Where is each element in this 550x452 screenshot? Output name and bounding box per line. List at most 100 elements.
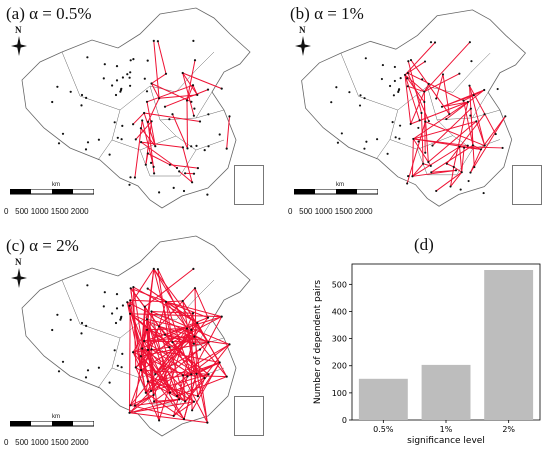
station-dot [452,165,455,169]
dependence-edge [190,316,223,375]
inset-south-china-sea-c [234,396,264,436]
dependence-edge [135,120,152,140]
station-dot [496,87,499,91]
station-dot [128,76,131,79]
north-arrow-icon: N [8,25,30,58]
dependence-edge [132,287,149,382]
station-dot [220,315,223,318]
station-dot [168,118,171,121]
dependence-edge [159,94,198,99]
province-boundary [97,367,113,389]
station-dot [153,400,156,403]
station-dot [140,141,143,144]
station-dot [359,94,362,97]
panel-b: (b) α = 1% N km 0 500 1000 1500 2000 [280,0,550,225]
station-dot [97,138,100,141]
dependence-edge [151,73,167,84]
country-outline [21,235,251,437]
y-tick-label: 0 [342,416,347,425]
dependence-edge [140,141,178,169]
dependence-edge [135,366,178,397]
station-dot [190,373,193,376]
dependence-edge [141,141,183,148]
station-dot [175,394,179,398]
y-tick-label: 300 [332,335,347,344]
station-dot [190,328,193,331]
dependence-edge [130,313,222,318]
dependence-edge [154,336,195,375]
dependence-edge [157,41,167,74]
station-dot [479,148,483,151]
station-dot [181,146,184,149]
station-dot [398,124,402,127]
station-dot [114,93,118,97]
station-dot [363,147,366,150]
dependence-edge [146,319,155,395]
y-tick-label: 500 [332,280,347,289]
station-dot [423,60,427,63]
scale-unit-a: km [52,182,60,188]
dependence-edge [129,313,131,413]
station-dot [133,176,136,179]
dependence-edge [172,316,222,343]
station-dot [206,193,209,196]
station-dot [406,71,409,75]
dependence-edge [143,112,156,147]
station-dot [435,97,438,100]
scale-bar-c [10,421,94,427]
station-dot [57,142,61,145]
station-dot [146,287,149,290]
dependence-edge [446,163,454,168]
dependence-edge [129,313,206,379]
dependence-edge [144,112,201,122]
dependence-edge [197,362,221,397]
station-dot [218,133,221,136]
station-dot [129,59,132,62]
dependence-edge [129,412,208,424]
station-dot [143,111,146,115]
station-dot [152,393,155,396]
station-dot [181,374,184,377]
station-dot [86,141,90,144]
station-dot [397,89,400,92]
station-dot [129,84,132,87]
station-dot [392,94,395,97]
station-dot [129,287,132,290]
station-dot [406,182,409,185]
dependence-edge [147,288,198,324]
station-dot [206,316,210,319]
dependence-edge [407,72,430,122]
dependence-edge [470,116,506,173]
dependence-edge [146,101,156,147]
station-dot [363,97,366,100]
station-dot [115,65,119,68]
y-axis-label: Number of dependent pairs [313,280,323,405]
station-dot [412,137,415,140]
station-dot [391,121,394,124]
station-dot [220,87,223,90]
dependence-edge [164,334,230,345]
dependence-edge [410,91,425,125]
dependence-edge [132,351,142,371]
bar-chart: 0 100 200 300 400 500 0.5% 1% 2% significance lev… [313,263,541,446]
panel-c-label: (c) α = 2% [6,236,79,255]
station-dot [84,376,88,379]
station-dot [158,325,161,328]
dependence-edge [194,287,209,318]
station-dot [129,71,132,74]
station-dot [132,351,135,354]
station-dot [340,132,343,135]
station-dot [103,63,106,66]
dependence-edge [130,404,174,417]
station-dot [406,77,409,80]
dependence-edge [413,101,469,140]
station-dot [192,114,195,117]
station-dot [445,117,448,121]
province-boundary [111,109,177,151]
station-dot [335,86,338,89]
dependence-edge [133,286,198,324]
scale-ticks-b: 0 500 1000 1500 2000 [288,207,373,216]
country-outline [21,7,251,209]
station-dot [494,133,497,136]
scale-bar-a [10,189,94,195]
